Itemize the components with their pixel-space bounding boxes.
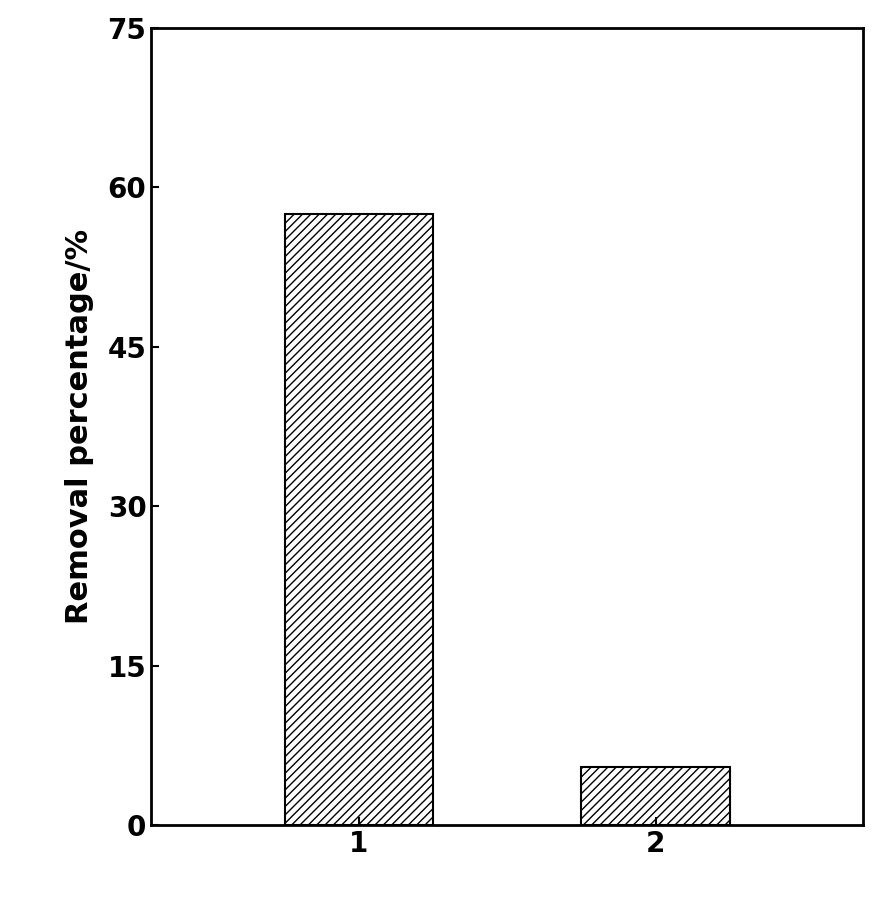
Y-axis label: Removal percentage/%: Removal percentage/% <box>65 229 93 624</box>
Bar <box>285 214 433 825</box>
Bar <box>581 767 730 825</box>
